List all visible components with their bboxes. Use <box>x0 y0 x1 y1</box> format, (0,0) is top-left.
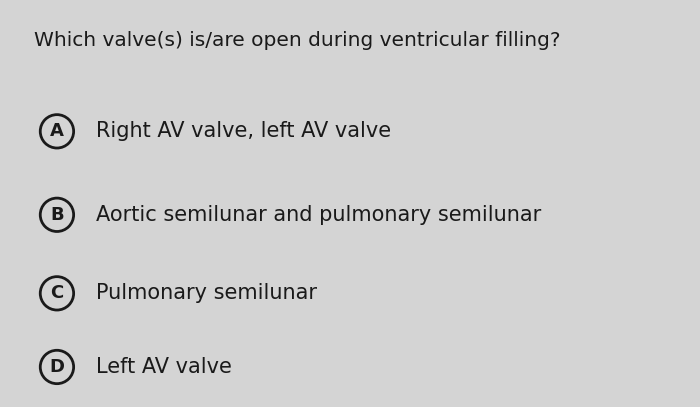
Text: Right AV valve, left AV valve: Right AV valve, left AV valve <box>96 121 391 141</box>
Text: Which valve(s) is/are open during ventricular filling?: Which valve(s) is/are open during ventri… <box>34 31 561 50</box>
Text: Left AV valve: Left AV valve <box>96 357 232 377</box>
Text: C: C <box>50 284 64 302</box>
Text: D: D <box>50 358 64 376</box>
Text: Pulmonary semilunar: Pulmonary semilunar <box>96 283 317 303</box>
Text: A: A <box>50 123 64 140</box>
Text: B: B <box>50 206 64 224</box>
Text: Aortic semilunar and pulmonary semilunar: Aortic semilunar and pulmonary semilunar <box>96 205 542 225</box>
